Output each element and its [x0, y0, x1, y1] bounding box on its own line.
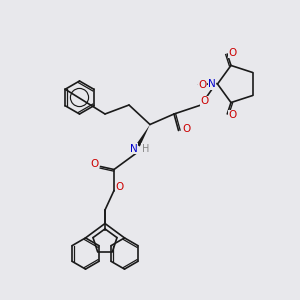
Text: O: O — [229, 47, 237, 58]
Text: O: O — [183, 124, 191, 134]
Text: O: O — [229, 110, 237, 121]
Text: O: O — [116, 182, 124, 193]
Text: O: O — [200, 96, 209, 106]
Text: H: H — [142, 143, 149, 154]
Text: O: O — [90, 158, 99, 169]
Text: N: N — [208, 79, 216, 89]
Text: O: O — [198, 80, 207, 90]
Polygon shape — [136, 124, 150, 146]
Text: N: N — [130, 143, 137, 154]
